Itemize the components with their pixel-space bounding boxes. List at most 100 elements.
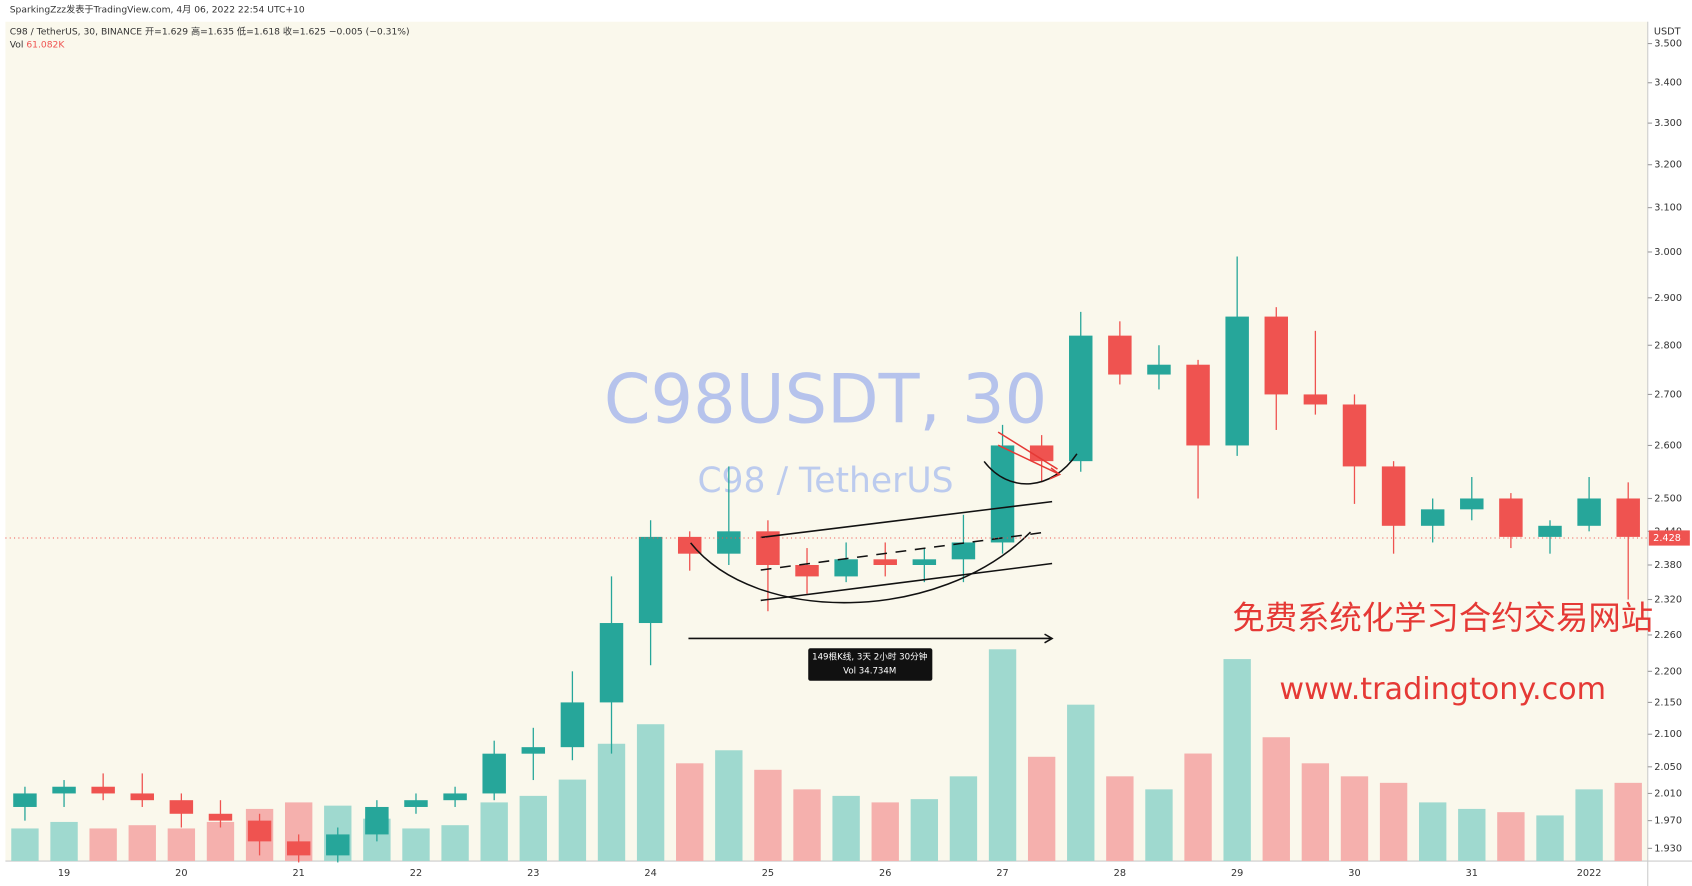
candle-body bbox=[326, 834, 350, 856]
x-tick-label: 25 bbox=[762, 868, 774, 879]
candle-body bbox=[13, 793, 37, 807]
candle-body bbox=[404, 800, 428, 807]
legend: C98 / TetherUS, 30, BINANCE 开=1.629 高=1.… bbox=[10, 25, 410, 37]
candle-body bbox=[130, 793, 154, 801]
candle-body bbox=[834, 559, 858, 577]
candle-body bbox=[1108, 335, 1132, 375]
candle-body bbox=[208, 813, 233, 821]
y-tick-label: 3.300 bbox=[1654, 118, 1682, 129]
volume-legend-value: 61.082K bbox=[26, 39, 65, 50]
x-tick-label: 27 bbox=[996, 868, 1008, 879]
x-tick-label: 19 bbox=[58, 868, 70, 879]
y-tick-label: 2.200 bbox=[1654, 666, 1682, 677]
volume-bar bbox=[558, 779, 587, 862]
candle-body bbox=[990, 445, 1015, 543]
volume-bar bbox=[402, 828, 430, 862]
volume-legend: Vol 61.082K bbox=[10, 39, 66, 50]
candle-body bbox=[599, 623, 624, 703]
candle-body bbox=[1616, 498, 1640, 537]
candle-body bbox=[560, 702, 585, 748]
cup-arc bbox=[690, 531, 1032, 604]
wedge-lower bbox=[997, 444, 1060, 476]
publisher: SparkingZzz发表于TradingView.com, 4月 06, 20… bbox=[10, 3, 305, 15]
y-tick-label: 2.800 bbox=[1654, 340, 1682, 351]
y-tick-label: 2.100 bbox=[1654, 729, 1682, 740]
candle-body bbox=[247, 820, 272, 842]
volume-bar bbox=[1497, 812, 1525, 862]
volume-bar bbox=[89, 828, 117, 862]
volume-bar bbox=[1340, 776, 1369, 862]
volume-bar bbox=[480, 802, 508, 862]
volume-bar bbox=[949, 776, 978, 862]
x-tick-label: 31 bbox=[1466, 868, 1478, 879]
volume-bar bbox=[871, 802, 899, 862]
volume-bar bbox=[715, 750, 743, 862]
legend-ohlc: 开=1.629 高=1.635 低=1.618 收=1.625 −0.005 (… bbox=[145, 25, 410, 37]
currency: USDT bbox=[1654, 26, 1681, 37]
candle-body bbox=[1460, 498, 1484, 510]
volume-bar bbox=[910, 799, 939, 862]
volume-bar bbox=[832, 795, 860, 862]
x-tick-label: 29 bbox=[1231, 868, 1243, 879]
wedge-arrow bbox=[1049, 467, 1062, 480]
candle-body bbox=[1303, 394, 1328, 405]
x-tick-label: 21 bbox=[292, 868, 304, 879]
y-tick-label: 3.400 bbox=[1654, 78, 1682, 89]
drawings bbox=[688, 453, 1078, 644]
x-tick-label: 26 bbox=[879, 868, 891, 879]
y-tick-label: 2.500 bbox=[1654, 493, 1682, 504]
candle-body bbox=[91, 786, 115, 794]
candle-body bbox=[873, 559, 897, 565]
volume-bar bbox=[988, 649, 1017, 862]
y-tick-label: 3.200 bbox=[1654, 160, 1682, 171]
y-tick-label: 3.100 bbox=[1654, 203, 1682, 214]
volume-bar bbox=[128, 825, 156, 862]
volume-bar bbox=[597, 743, 626, 862]
y-tick-label: 2.900 bbox=[1654, 293, 1682, 304]
measure-bars: 149根K线, 3天 2小时 30分钟 bbox=[812, 650, 928, 662]
candle-body bbox=[1186, 364, 1210, 446]
candle-body bbox=[1069, 335, 1093, 462]
y-tick-label: 2.010 bbox=[1654, 788, 1682, 799]
candle-body bbox=[482, 753, 506, 794]
candle-body bbox=[638, 536, 663, 624]
volume-bar bbox=[1575, 789, 1603, 862]
x-tick-label: 24 bbox=[644, 868, 656, 879]
candle-body bbox=[1420, 509, 1445, 526]
volume-bar bbox=[1223, 659, 1251, 862]
volume-bar bbox=[1458, 808, 1486, 862]
candle-body bbox=[1499, 498, 1523, 537]
candle-body bbox=[1225, 316, 1249, 446]
volume-bar bbox=[50, 821, 78, 862]
y-tick-label: 2.320 bbox=[1654, 595, 1682, 606]
candle-body bbox=[717, 531, 741, 554]
volume-bar bbox=[754, 769, 782, 862]
y-tick-label: 2.600 bbox=[1654, 440, 1682, 451]
candle-body bbox=[286, 841, 311, 856]
x-tick-label: 22 bbox=[410, 868, 422, 879]
volume-bar bbox=[1184, 753, 1212, 862]
volume-layer bbox=[11, 649, 1642, 862]
last-price-box bbox=[1648, 530, 1690, 546]
y-tick-label: 1.930 bbox=[1654, 843, 1682, 854]
x-tick-label: 2022 bbox=[1577, 868, 1602, 879]
y-tick-label: 2.380 bbox=[1654, 560, 1682, 571]
y-tick-label: 2.150 bbox=[1654, 697, 1682, 708]
candle-body bbox=[1147, 364, 1171, 375]
measure-volume: Vol 34.734M bbox=[843, 667, 896, 677]
volume-bar bbox=[1106, 776, 1134, 862]
volume-bar bbox=[519, 795, 547, 862]
volume-bar bbox=[1379, 782, 1408, 862]
candle-body bbox=[1342, 404, 1367, 467]
candle-body bbox=[1264, 316, 1289, 395]
volume-bar bbox=[11, 828, 39, 862]
y-tick-label: 2.700 bbox=[1654, 389, 1682, 400]
volume-bar bbox=[636, 724, 665, 862]
x-tick-label: 30 bbox=[1348, 868, 1360, 879]
volume-bar bbox=[1536, 815, 1564, 862]
watermark-subtitle: C98 / TetherUS bbox=[697, 461, 953, 501]
candle-body bbox=[169, 800, 194, 814]
measure-box bbox=[808, 648, 933, 681]
watermark: C98USDT, 30 bbox=[604, 360, 1047, 438]
candle-body bbox=[912, 559, 937, 565]
